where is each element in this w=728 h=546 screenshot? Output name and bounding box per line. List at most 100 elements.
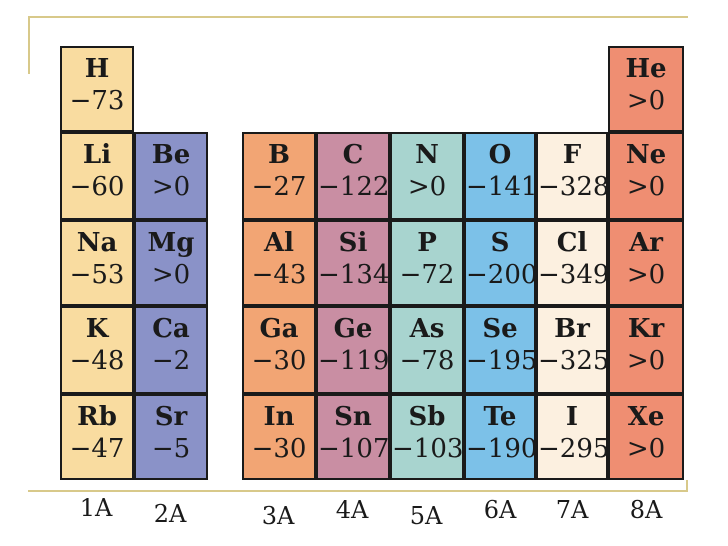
element-symbol: Ge (333, 314, 373, 344)
element-cell-F: F −328 (536, 132, 610, 220)
element-symbol: Li (82, 140, 112, 170)
element-symbol: In (263, 402, 295, 432)
element-symbol: Se (482, 314, 518, 344)
electron-affinity-value: −328 (538, 172, 610, 202)
element-cell-Sr: Sr −5 (134, 394, 208, 480)
element-cell-Br: Br −325 (536, 306, 610, 394)
electron-affinity-value: >0 (151, 172, 191, 202)
element-symbol: S (490, 228, 510, 258)
element-symbol: Ca (152, 314, 190, 344)
element-symbol: B (268, 140, 290, 170)
element-cell-Te: Te −190 (464, 394, 537, 480)
electron-affinity-value: >0 (626, 346, 666, 376)
element-cell-In: In −30 (242, 394, 316, 480)
group-label-2A: 2A (153, 500, 187, 528)
electron-affinity-value: −30 (251, 346, 307, 376)
element-cell-Xe: Xe >0 (608, 394, 684, 480)
electron-affinity-value: −325 (538, 346, 610, 376)
element-symbol: Sb (408, 402, 446, 432)
electron-affinity-value: −53 (69, 260, 125, 290)
element-symbol: Ne (625, 140, 667, 170)
element-cell-Li: Li −60 (60, 132, 134, 220)
element-symbol: I (565, 402, 579, 432)
electron-affinity-value: −48 (69, 346, 125, 376)
element-cell-Ge: Ge −119 (316, 306, 390, 394)
element-cell-He: He >0 (608, 46, 684, 132)
frame-bottom-line (28, 490, 688, 492)
element-symbol: F (562, 140, 582, 170)
element-cell-Se: Se −195 (464, 306, 538, 394)
element-symbol: C (342, 140, 364, 170)
electron-affinity-value: −295 (538, 434, 610, 464)
frame-top-line (28, 16, 688, 18)
element-symbol: Br (554, 314, 590, 344)
element-symbol: P (417, 228, 437, 258)
element-symbol: Al (263, 228, 295, 258)
element-cell-Al: Al −43 (242, 220, 316, 306)
element-symbol: Xe (627, 402, 665, 432)
element-symbol: H (84, 54, 110, 84)
element-cell-Be: Be >0 (134, 132, 208, 220)
element-cell-Ne: Ne >0 (608, 132, 684, 220)
frame-right-line (686, 480, 688, 492)
element-symbol: Sn (334, 402, 372, 432)
element-symbol: Si (338, 228, 368, 258)
element-cell-H: H −73 (60, 46, 134, 132)
electron-affinity-value: −47 (69, 434, 125, 464)
electron-affinity-value: >0 (626, 172, 666, 202)
electron-affinity-value: −119 (318, 346, 390, 376)
electron-affinity-value: −60 (69, 172, 125, 202)
element-cell-B: B −27 (242, 132, 316, 220)
element-cell-O: O −141 (464, 132, 538, 220)
group-label-8A: 8A (629, 496, 663, 524)
electron-affinity-value: −195 (466, 346, 538, 376)
electron-affinity-value: −122 (318, 172, 390, 202)
electron-affinity-value: −78 (399, 346, 455, 376)
electron-affinity-value: −141 (466, 172, 538, 202)
element-symbol: Te (483, 402, 517, 432)
group-label-4A: 4A (335, 496, 369, 524)
element-symbol: Sr (154, 402, 188, 432)
element-cell-K: K −48 (60, 306, 134, 394)
element-cell-Kr: Kr >0 (608, 306, 684, 394)
element-cell-Cl: Cl −349 (536, 220, 610, 306)
group-label-7A: 7A (555, 496, 589, 524)
element-symbol: K (85, 314, 109, 344)
element-cell-P: P −72 (390, 220, 464, 306)
element-cell-C: C −122 (316, 132, 390, 220)
element-cell-Ca: Ca −2 (134, 306, 208, 394)
electron-affinity-value: −72 (399, 260, 455, 290)
group-label-6A: 6A (483, 496, 517, 524)
electron-affinity-value: >0 (626, 260, 666, 290)
electron-affinity-value: −30 (251, 434, 307, 464)
electron-affinity-value: −2 (151, 346, 191, 376)
element-symbol: Ar (629, 228, 663, 258)
electron-affinity-value: −107 (318, 434, 390, 464)
element-symbol: Na (76, 228, 118, 258)
electron-affinity-value: >0 (407, 172, 447, 202)
electron-affinity-value: −134 (318, 260, 390, 290)
element-cell-Sn: Sn −107 (316, 394, 390, 480)
element-symbol: Kr (627, 314, 665, 344)
group-label-1A: 1A (79, 494, 113, 522)
electron-affinity-value: −73 (69, 86, 125, 116)
element-symbol: Be (151, 140, 191, 170)
element-cell-Si: Si −134 (316, 220, 390, 306)
element-cell-N: N >0 (390, 132, 464, 220)
element-symbol: Rb (77, 402, 117, 432)
element-symbol: N (415, 140, 439, 170)
electron-affinity-value: −5 (151, 434, 191, 464)
element-cell-Sb: Sb −103 (390, 394, 464, 480)
element-cell-S: S −200 (464, 220, 538, 306)
electron-affinity-value: >0 (626, 86, 666, 116)
element-cell-As: As −78 (390, 306, 464, 394)
element-symbol: As (409, 314, 445, 344)
element-cell-I: I −295 (536, 394, 610, 480)
electron-affinity-value: −103 (392, 434, 464, 464)
electron-affinity-value: −200 (466, 260, 538, 290)
electron-affinity-value: −349 (538, 260, 610, 290)
element-cell-Ga: Ga −30 (242, 306, 316, 394)
element-cell-Ar: Ar >0 (608, 220, 684, 306)
group-label-3A: 3A (261, 502, 295, 530)
element-symbol: Mg (147, 228, 195, 258)
